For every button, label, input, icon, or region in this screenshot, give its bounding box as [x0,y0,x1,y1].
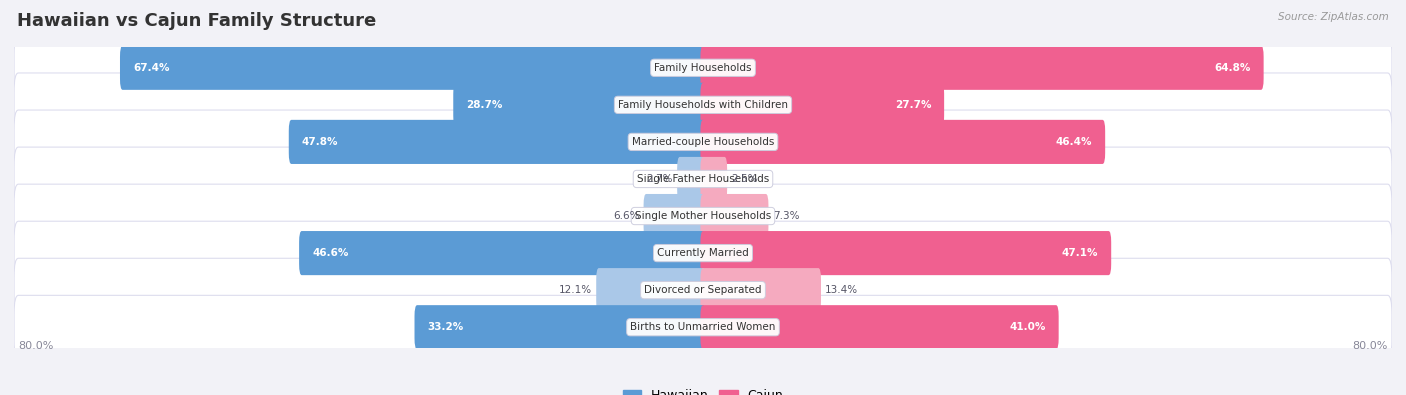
FancyBboxPatch shape [14,295,1392,359]
Text: Births to Unmarried Women: Births to Unmarried Women [630,322,776,332]
Text: 80.0%: 80.0% [18,342,53,352]
Text: 80.0%: 80.0% [1353,342,1388,352]
FancyBboxPatch shape [700,305,1059,349]
Text: Family Households: Family Households [654,63,752,73]
FancyBboxPatch shape [700,83,945,127]
Text: 2.5%: 2.5% [731,174,758,184]
Text: 27.7%: 27.7% [894,100,931,110]
FancyBboxPatch shape [14,147,1392,211]
FancyBboxPatch shape [453,83,706,127]
FancyBboxPatch shape [299,231,706,275]
Text: 12.1%: 12.1% [558,285,592,295]
FancyBboxPatch shape [700,268,821,312]
Text: 47.8%: 47.8% [302,137,339,147]
Text: 67.4%: 67.4% [134,63,169,73]
Text: 47.1%: 47.1% [1062,248,1098,258]
FancyBboxPatch shape [700,157,727,201]
FancyBboxPatch shape [644,194,706,238]
Text: 28.7%: 28.7% [467,100,502,110]
Text: Currently Married: Currently Married [657,248,749,258]
FancyBboxPatch shape [415,305,706,349]
Text: 13.4%: 13.4% [825,285,859,295]
FancyBboxPatch shape [700,194,769,238]
FancyBboxPatch shape [700,46,1264,90]
Text: 41.0%: 41.0% [1010,322,1046,332]
Text: 2.7%: 2.7% [647,174,673,184]
FancyBboxPatch shape [700,120,1105,164]
Text: 46.6%: 46.6% [312,248,349,258]
Text: 46.4%: 46.4% [1056,137,1092,147]
Text: 6.6%: 6.6% [613,211,640,221]
Text: Hawaiian vs Cajun Family Structure: Hawaiian vs Cajun Family Structure [17,12,377,30]
Legend: Hawaiian, Cajun: Hawaiian, Cajun [617,384,789,395]
Text: 33.2%: 33.2% [427,322,464,332]
FancyBboxPatch shape [14,36,1392,100]
Text: Single Father Households: Single Father Households [637,174,769,184]
Text: Family Households with Children: Family Households with Children [619,100,787,110]
FancyBboxPatch shape [700,231,1111,275]
Text: Single Mother Households: Single Mother Households [636,211,770,221]
FancyBboxPatch shape [596,268,706,312]
FancyBboxPatch shape [14,221,1392,285]
FancyBboxPatch shape [120,46,706,90]
FancyBboxPatch shape [14,258,1392,322]
FancyBboxPatch shape [288,120,706,164]
Text: Source: ZipAtlas.com: Source: ZipAtlas.com [1278,12,1389,22]
FancyBboxPatch shape [14,73,1392,137]
FancyBboxPatch shape [14,110,1392,174]
FancyBboxPatch shape [678,157,706,201]
Text: 7.3%: 7.3% [773,211,799,221]
Text: Married-couple Households: Married-couple Households [631,137,775,147]
FancyBboxPatch shape [14,184,1392,248]
Text: 64.8%: 64.8% [1215,63,1251,73]
Text: Divorced or Separated: Divorced or Separated [644,285,762,295]
